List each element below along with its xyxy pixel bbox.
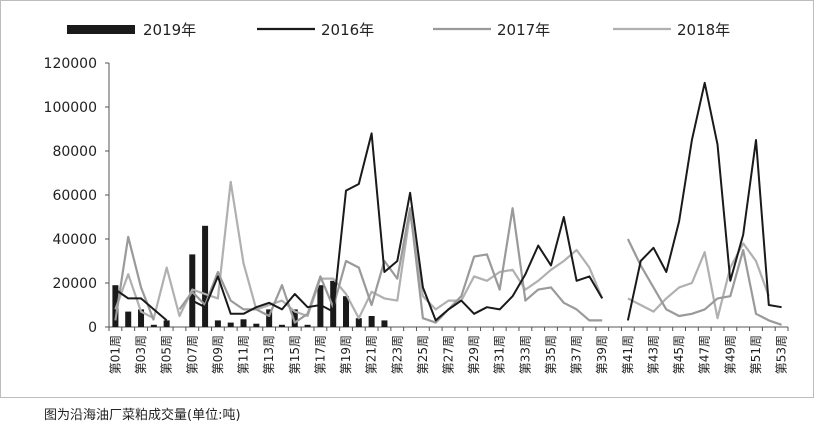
x-tick-label: 第17周 <box>313 335 327 374</box>
y-tick-label: 60000 <box>52 188 97 204</box>
line-2017 <box>114 207 782 326</box>
bar-2019 <box>368 316 375 327</box>
x-tick-label: 第53周 <box>775 335 789 374</box>
bar-2019 <box>355 318 362 327</box>
bar-2019 <box>125 311 132 327</box>
series-lines <box>114 81 782 326</box>
x-tick-label: 第25周 <box>416 335 430 374</box>
x-tick-label: 第31周 <box>493 335 507 374</box>
x-tick-label: 第47周 <box>698 335 712 374</box>
x-tick-label: 第01周 <box>108 335 122 374</box>
bar-2019 <box>278 324 285 327</box>
bar-2019 <box>202 225 209 327</box>
bar-2019 <box>163 320 170 327</box>
x-tick-label: 第35周 <box>544 335 558 374</box>
x-tick-label: 第33周 <box>518 335 532 374</box>
y-tick-label: 100000 <box>44 100 97 116</box>
x-tick-label: 第39周 <box>595 335 609 374</box>
legend-swatch-2019 <box>67 25 135 34</box>
bar-2019 <box>266 309 273 327</box>
x-tick-label: 第03周 <box>134 335 148 374</box>
x-tick-label: 第19周 <box>339 335 353 374</box>
y-tick-label: 80000 <box>52 144 97 160</box>
bar-2019 <box>214 320 221 327</box>
x-tick-label: 第21周 <box>365 335 379 374</box>
x-tick-label: 第45周 <box>672 335 686 374</box>
x-axis: 第01周 第03周 第05周 第07周 第09周 第11周 第13周 第15周 第17周 第19周… <box>108 326 789 374</box>
volume-chart: 2019年 2016年 2017年 2018年 0 20000 40000 60000 800… <box>44 21 789 374</box>
chart-caption: 图为沿海油厂菜粕成交量(单位:吨) <box>44 408 241 423</box>
bar-2019 <box>381 320 388 327</box>
y-tick-label: 20000 <box>52 276 97 292</box>
x-tick-label: 第07周 <box>185 335 199 374</box>
bar-2019 <box>240 319 247 327</box>
bar-2019 <box>138 309 145 327</box>
x-tick-label: 第23周 <box>390 335 404 374</box>
x-tick-label: 第09周 <box>211 335 225 374</box>
chart-frame: 2019年 2016年 2017年 2018年 0 20000 40000 60000 800… <box>0 0 814 398</box>
bar-2019 <box>253 323 260 327</box>
line-2018 <box>114 180 770 320</box>
legend-label-2017: 2017年 <box>497 21 550 39</box>
legend-label-2019: 2019年 <box>143 21 196 39</box>
y-axis: 0 20000 40000 60000 80000 100000 120000 <box>44 56 110 336</box>
x-tick-label: 第43周 <box>646 335 660 374</box>
x-tick-label: 第05周 <box>160 335 174 374</box>
bar-2019 <box>112 285 119 327</box>
x-tick-label: 第37周 <box>570 335 584 374</box>
y-tick-label: 40000 <box>52 232 97 248</box>
bar-2019 <box>150 324 157 327</box>
legend-label-2018: 2018年 <box>677 21 730 39</box>
x-tick-label: 第41周 <box>621 335 635 374</box>
x-tick-label: 第13周 <box>262 335 276 374</box>
x-tick-label: 第27周 <box>442 335 456 374</box>
legend-label-2016: 2016年 <box>321 21 374 39</box>
x-tick-label: 第29周 <box>467 335 481 374</box>
bar-2019 <box>343 296 350 327</box>
bars-2019 <box>112 225 388 327</box>
x-tick-label: 第11周 <box>237 335 251 374</box>
bar-2019 <box>304 324 311 327</box>
x-tick-label: 第49周 <box>723 335 737 374</box>
x-tick-label: 第15周 <box>288 335 302 374</box>
x-tick-label: 第51周 <box>749 335 763 374</box>
line-2016 <box>114 81 782 322</box>
y-tick-label: 0 <box>88 320 97 336</box>
legend: 2019年 2016年 2017年 2018年 <box>67 21 730 39</box>
bar-2019 <box>227 322 234 327</box>
y-tick-label: 120000 <box>44 56 97 72</box>
bar-2019 <box>291 309 298 327</box>
